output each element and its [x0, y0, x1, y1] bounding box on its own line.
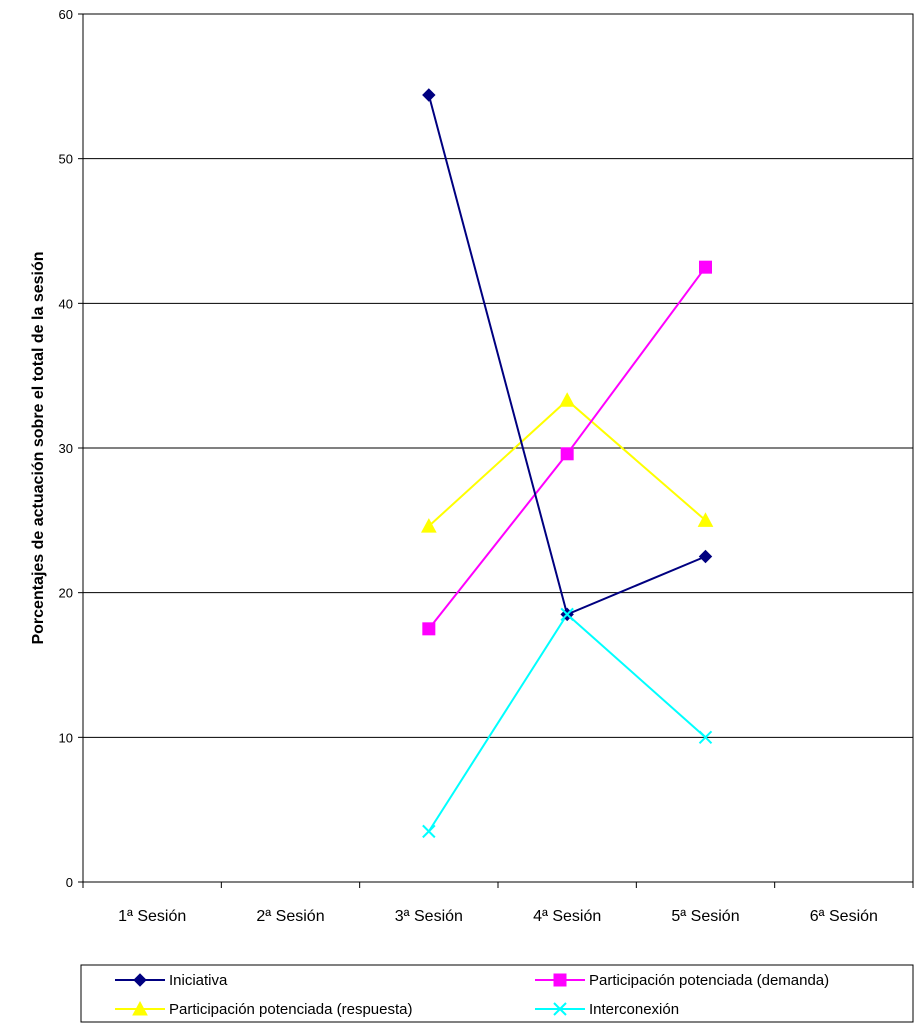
legend-item: Iniciativa — [115, 972, 228, 989]
data-point — [422, 622, 436, 636]
legend-item: Participación potenciada (respuesta) — [115, 1000, 412, 1018]
series-line — [427, 94, 706, 616]
y-tick-label: 50 — [59, 152, 73, 167]
legend-label: Iniciativa — [169, 972, 228, 989]
y-tick-label: 20 — [59, 586, 73, 601]
x-tick-label: 5ª Sesión — [671, 908, 739, 925]
data-point — [422, 824, 436, 839]
x-tick-label: 6ª Sesión — [810, 908, 878, 925]
x-tick-label: 1ª Sesión — [118, 908, 186, 925]
legend-marker — [133, 973, 147, 987]
y-tick-label: 30 — [59, 441, 73, 456]
legend-item: Participación potenciada (demanda) — [535, 972, 829, 989]
y-axis-label: Porcentajes de actuación sobre el total … — [30, 251, 47, 644]
y-tick-label: 40 — [59, 296, 73, 311]
data-point — [422, 88, 436, 102]
data-point — [420, 518, 437, 533]
legend-label: Participación potenciada (respuesta) — [169, 1001, 412, 1018]
x-tick-label: 3ª Sesión — [395, 908, 463, 925]
legend-marker — [553, 973, 567, 987]
series-group — [420, 88, 714, 839]
y-tick-label: 60 — [59, 7, 73, 22]
legend-marker — [132, 1000, 148, 1016]
series-line — [427, 612, 707, 832]
legend-item: Interconexión — [535, 1001, 679, 1018]
legend-box — [80, 964, 914, 1023]
tick-labels: 0 10 20 30 40 50 60 1ª Sesión 2ª Sesión 3ª Sesión… — [59, 7, 878, 925]
data-point — [560, 607, 574, 622]
y-tick-label: 10 — [59, 730, 73, 745]
data-point — [560, 447, 574, 461]
axes — [78, 13, 914, 888]
y-tick-label: 0 — [66, 875, 73, 890]
legend-marker — [553, 1002, 567, 1016]
data-point — [698, 730, 713, 745]
grid-lines — [83, 158, 913, 738]
series-line — [428, 398, 707, 527]
data-point — [699, 260, 712, 274]
legend-label: Participación potenciada (demanda) — [589, 972, 829, 989]
legend: Iniciativa Participación potenciada (dema… — [80, 964, 914, 1023]
data-point — [698, 549, 713, 564]
legend-label: Interconexión — [589, 1001, 679, 1018]
data-point — [697, 512, 714, 527]
x-tick-label: 4ª Sesión — [533, 908, 601, 925]
x-tick-label: 2ª Sesión — [256, 908, 324, 925]
data-point — [559, 392, 576, 407]
